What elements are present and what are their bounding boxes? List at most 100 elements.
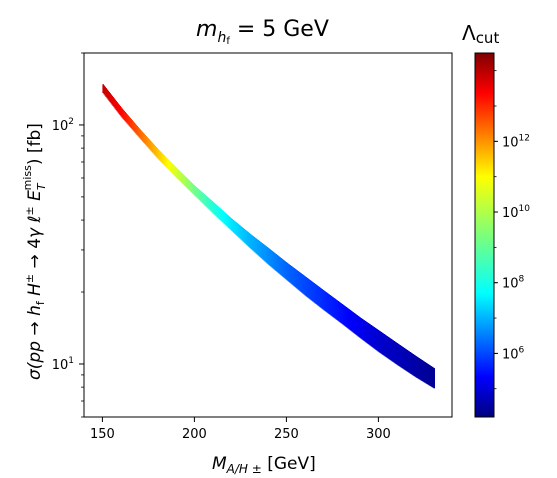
band-strip — [201, 192, 203, 203]
band-strip — [366, 322, 368, 344]
band-strip — [287, 263, 289, 282]
band-strip — [402, 347, 404, 369]
band-strip — [111, 95, 113, 105]
band-strip — [226, 214, 228, 227]
band-strip — [142, 132, 144, 142]
band-strip — [107, 90, 109, 100]
band-strip — [379, 331, 381, 353]
band-strip — [247, 232, 249, 247]
band-strip — [292, 267, 294, 286]
band-strip — [156, 148, 158, 158]
band-strip — [270, 250, 272, 267]
band-strip — [170, 162, 172, 173]
band-strip — [160, 152, 162, 162]
band-strip — [196, 187, 198, 198]
band-strip — [329, 295, 331, 315]
band-strip — [227, 215, 229, 228]
band-strip — [243, 228, 245, 243]
band-strip — [204, 194, 206, 206]
band-strip — [321, 289, 323, 309]
band-strip — [318, 286, 320, 307]
band-strip — [173, 165, 175, 176]
band-strip — [240, 226, 242, 240]
band-strip — [172, 164, 174, 175]
data-band — [102, 84, 435, 389]
band-strip — [112, 97, 114, 107]
band-strip — [146, 137, 148, 147]
band-strip — [190, 182, 192, 192]
band-strip — [147, 138, 149, 148]
band-strip — [105, 88, 107, 97]
band-strip — [209, 199, 211, 211]
band-strip — [349, 309, 351, 331]
band-strip — [275, 254, 277, 271]
band-strip — [119, 105, 121, 116]
band-strip — [286, 262, 288, 281]
band-strip — [425, 362, 427, 384]
band-strip — [284, 261, 286, 279]
band-strip — [239, 225, 241, 239]
x-tick-label: 300 — [366, 427, 391, 442]
band-strip — [405, 349, 407, 371]
band-strip — [299, 272, 301, 292]
colorbar-ticks: 106 108 1010 1012 — [494, 70, 530, 390]
band-strip — [344, 306, 346, 327]
band-strip — [257, 239, 259, 256]
band-strip — [123, 110, 125, 120]
band-strip — [395, 342, 397, 365]
band-strip — [269, 249, 271, 266]
band-strip — [130, 118, 132, 129]
band-strip — [391, 339, 393, 362]
band-strip — [384, 334, 386, 357]
band-strip — [280, 258, 282, 276]
band-strip — [126, 114, 128, 124]
band-strip — [222, 210, 224, 223]
band-strip — [378, 330, 380, 353]
band-strip — [265, 246, 267, 263]
band-strip — [385, 335, 387, 358]
band-strip — [271, 250, 273, 268]
band-strip — [203, 193, 205, 205]
band-strip — [403, 347, 405, 370]
band-strip — [200, 191, 202, 202]
band-strip — [400, 345, 402, 368]
band-strip — [361, 318, 363, 340]
band-strip — [432, 367, 434, 388]
band-strip — [220, 209, 222, 221]
band-strip — [293, 268, 295, 287]
band-strip — [416, 356, 418, 378]
band-strip — [238, 224, 240, 238]
band-strip — [418, 358, 420, 380]
band-strip — [154, 145, 156, 156]
band-strip — [342, 304, 344, 325]
band-strip — [417, 357, 419, 379]
x-tick-label: 250 — [274, 427, 299, 442]
band-strip — [396, 343, 398, 365]
band-strip — [380, 331, 382, 354]
band-strip — [375, 328, 377, 350]
x-tick-label: 150 — [90, 427, 115, 442]
band-strip — [413, 354, 415, 377]
band-strip — [185, 177, 187, 188]
band-strip — [193, 185, 195, 195]
band-strip — [283, 260, 285, 278]
band-strip — [308, 279, 310, 299]
band-strip — [376, 329, 378, 351]
band-strip — [191, 183, 193, 193]
band-strip — [179, 171, 181, 182]
band-strip — [301, 274, 303, 293]
band-strip — [281, 258, 283, 277]
band-strip — [135, 124, 137, 134]
band-strip — [262, 243, 264, 260]
band-strip — [103, 85, 105, 95]
band-strip — [341, 303, 343, 324]
band-strip — [368, 323, 370, 345]
band-strip — [371, 325, 373, 347]
band-strip — [167, 159, 169, 170]
band-strip — [184, 176, 186, 187]
band-strip — [249, 233, 251, 249]
band-strip — [125, 113, 127, 123]
band-strip — [411, 353, 413, 375]
band-strip — [428, 364, 430, 386]
band-strip — [145, 136, 147, 146]
